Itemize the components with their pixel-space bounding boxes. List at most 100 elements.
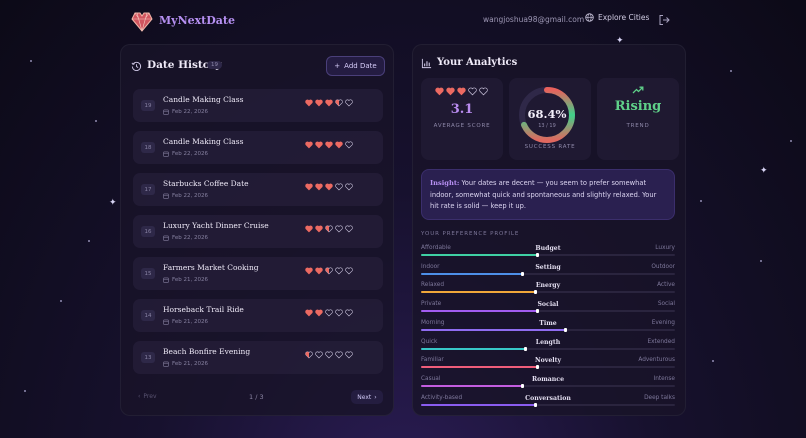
calendar-icon (163, 193, 169, 199)
preference-track (421, 271, 675, 276)
heart-half-icon (325, 225, 333, 233)
average-score-label: AVERAGE SCORE (433, 123, 491, 129)
date-info: Feb 22, 2026 (163, 235, 208, 241)
success-rate-value: 68.4% (527, 107, 567, 121)
date-rating-hearts (305, 267, 353, 275)
preference-dimension: Length (535, 338, 561, 346)
date-info: Feb 22, 2026 (163, 193, 208, 199)
success-rate-label: SUCCESS RATE (524, 144, 576, 150)
preference-right-label: Deep talks (644, 394, 675, 401)
date-history-row[interactable]: 16 Luxury Yacht Dinner Cruise Feb 22, 2026 (133, 215, 383, 248)
date-text: Feb 21, 2026 (172, 319, 208, 325)
heart-filled-icon (325, 99, 333, 107)
chevron-right-icon: › (374, 393, 377, 401)
heart-empty-icon (335, 309, 343, 317)
heart-filled-icon (315, 99, 323, 107)
heart-empty-icon (335, 267, 343, 275)
preference-fill (421, 254, 538, 256)
logout-icon[interactable] (658, 14, 670, 26)
heart-empty-icon (345, 99, 353, 107)
preference-fill (421, 328, 566, 331)
globe-icon (585, 13, 594, 22)
explore-cities-link[interactable]: Explore Cities (585, 13, 649, 22)
heart-filled-icon (325, 141, 333, 149)
preference-right-label: Adventurous (638, 357, 675, 364)
preference-slider-row: Activity-based Conversation Deep talks (421, 395, 675, 414)
diamond-heart-logo-icon[interactable] (130, 10, 154, 32)
date-text: Feb 21, 2026 (172, 361, 208, 367)
heart-filled-icon (315, 267, 323, 275)
success-rate-arc (519, 87, 575, 143)
heart-empty-icon (345, 141, 353, 149)
preference-fill (421, 366, 538, 369)
heart-half-icon (305, 351, 313, 359)
date-history-row[interactable]: 15 Farmers Market Cooking Feb 21, 2026 (133, 257, 383, 290)
date-number: 14 (141, 310, 155, 321)
date-history-row[interactable]: 18 Candle Making Class Feb 22, 2026 (133, 131, 383, 164)
preference-slider-row: Familiar Novelty Adventurous (421, 357, 675, 376)
date-history-row[interactable]: 13 Beach Bonfire Evening Feb 21, 2026 (133, 341, 383, 374)
heart-half-icon (335, 99, 343, 107)
preference-marker (521, 271, 525, 276)
calendar-icon (163, 319, 169, 325)
preference-fill (421, 310, 538, 313)
preference-left-label: Quick (421, 338, 438, 345)
brand-name[interactable]: MyNextDate (159, 14, 236, 27)
preference-slider-row: Affordable Budget Luxury (421, 245, 675, 264)
calendar-icon (163, 151, 169, 157)
preference-right-label: Luxury (655, 245, 675, 251)
preference-dimension: Budget (535, 245, 561, 252)
date-rating-hearts (305, 183, 353, 191)
date-history-row[interactable]: 17 Starbucks Coffee Date Feb 22, 2026 (133, 173, 383, 206)
date-name: Luxury Yacht Dinner Cruise (163, 221, 269, 230)
preference-left-label: Familiar (421, 357, 444, 364)
page-indicator: 1 / 3 (249, 393, 264, 401)
calendar-icon (163, 361, 169, 367)
preference-left-label: Morning (421, 319, 445, 326)
date-name: Starbucks Coffee Date (163, 179, 249, 188)
add-date-button[interactable]: + Add Date (326, 56, 385, 76)
date-info: Feb 21, 2026 (163, 319, 208, 325)
heart-filled-icon (325, 183, 333, 191)
average-score-value: 3.1 (450, 102, 474, 117)
heart-filled-icon (305, 183, 313, 191)
insight-label: Insight: (430, 179, 460, 187)
date-info: Feb 21, 2026 (163, 277, 208, 283)
preference-right-label: Social (657, 301, 675, 308)
average-score-hearts (435, 87, 488, 96)
add-date-label: Add Date (344, 62, 377, 70)
preference-slider-row: Casual Romance Intense (421, 376, 675, 395)
heart-empty-icon (345, 351, 353, 359)
prev-page-button[interactable]: ‹ Prev (138, 393, 157, 400)
date-info: Feb 22, 2026 (163, 151, 208, 157)
date-history-row[interactable]: 19 Candle Making Class Feb 22, 2026 (133, 89, 383, 122)
preference-dimension: Setting (535, 263, 561, 271)
preference-right-label: Active (657, 282, 675, 289)
success-rate-count: 13 / 19 (538, 123, 556, 129)
chevron-left-icon: ‹ (138, 393, 141, 400)
date-number: 19 (141, 100, 155, 111)
heart-filled-icon (315, 141, 323, 149)
preference-track (421, 365, 675, 370)
preference-right-label: Outdoor (651, 263, 675, 270)
preference-marker (533, 290, 537, 295)
heart-empty-icon (345, 309, 353, 317)
preference-track (421, 383, 675, 388)
heart-half-icon (325, 267, 333, 275)
date-history-row[interactable]: 14 Horseback Trail Ride Feb 21, 2026 (133, 299, 383, 332)
date-info: Feb 22, 2026 (163, 109, 208, 115)
history-icon (131, 61, 142, 71)
next-page-button[interactable]: Next › (351, 390, 383, 404)
heart-filled-icon (315, 225, 323, 233)
date-text: Feb 22, 2026 (172, 193, 208, 199)
date-text: Feb 21, 2026 (172, 277, 208, 283)
preference-marker (521, 383, 525, 388)
success-rate-gauge (519, 87, 575, 143)
success-rate-card: 68.4% 13 / 19 SUCCESS RATE (509, 78, 591, 160)
date-info: Feb 21, 2026 (163, 361, 208, 367)
preference-marker (533, 402, 537, 407)
heart-filled-icon (305, 99, 313, 107)
date-number: 17 (141, 184, 155, 195)
heart-empty-icon (479, 87, 488, 96)
next-page-label: Next (357, 393, 372, 401)
